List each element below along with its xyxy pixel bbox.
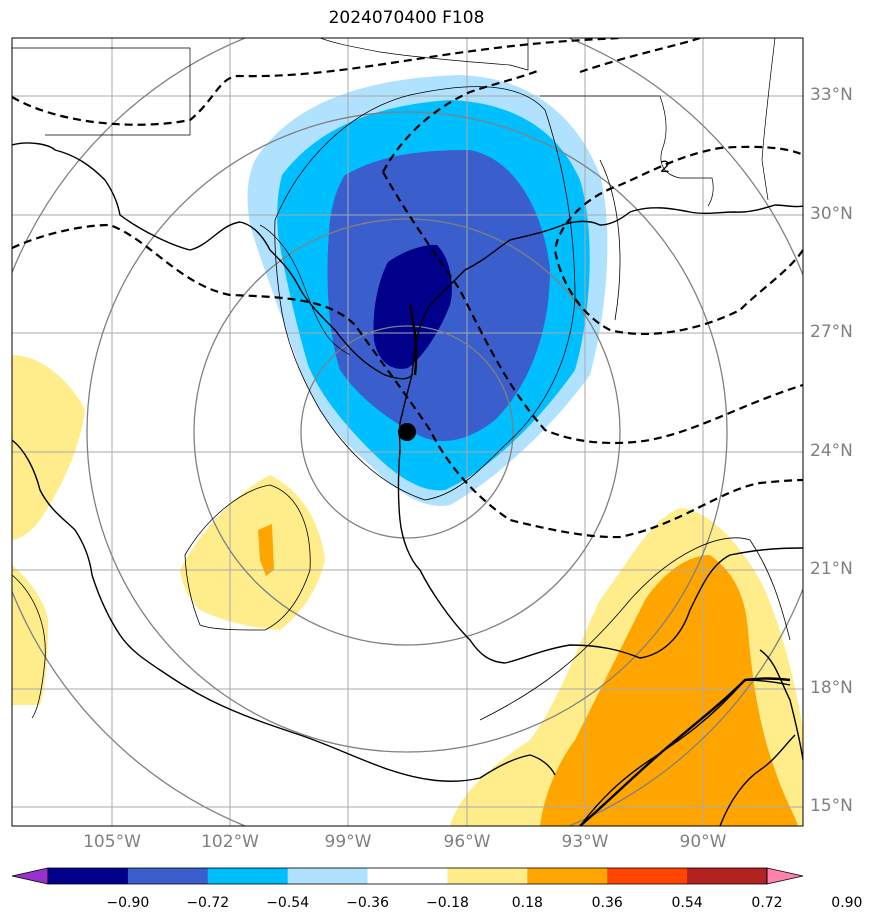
colorbar-extend-high — [766, 867, 804, 885]
colorbar-cell — [207, 868, 289, 884]
coastlines — [12, 142, 803, 826]
anomaly-band-light-yellow — [180, 475, 325, 630]
latitude-label: 15°N — [810, 796, 853, 816]
longitude-label: 90°W — [679, 832, 727, 852]
colorbar-tick-label: −0.18 — [425, 895, 469, 911]
positive-anomaly-shading — [12, 355, 803, 826]
longitude-label: 105°W — [83, 832, 141, 852]
colorbar-tick-label: −0.36 — [346, 895, 389, 911]
colorbar-tick-label: 0.18 — [511, 895, 543, 911]
colorbar-cell — [48, 868, 129, 884]
anomaly-band-navy — [373, 244, 452, 369]
latitude-label: 18°N — [810, 678, 853, 698]
colorbar-cell — [287, 868, 369, 884]
colorbar-extend-low — [11, 867, 49, 885]
colorbar-tick-label: 0.36 — [591, 895, 623, 911]
map-frame — [11, 37, 804, 827]
latitude-label: 21°N — [810, 559, 853, 579]
longitude-label: 102°W — [201, 832, 259, 852]
longitude-label: 99°W — [324, 832, 372, 852]
political-boundaries — [12, 38, 776, 356]
colorbar-tick-label: 0.90 — [831, 895, 863, 911]
longitude-label: 93°W — [561, 832, 609, 852]
colorbar-cell — [367, 868, 448, 884]
latitude-label: 24°N — [810, 441, 853, 461]
latitude-label: 30°N — [810, 204, 853, 224]
dashed-contours — [12, 38, 803, 539]
colorbar-tick-label: −0.72 — [186, 895, 230, 911]
colorbar-cell — [127, 868, 209, 884]
colorbar-tick-label: −0.54 — [266, 895, 310, 911]
anomaly-band-orange — [258, 524, 274, 576]
colorbar-outline — [47, 867, 768, 885]
anomaly-band-light-yellow — [12, 565, 48, 705]
anomaly-band-orange — [540, 555, 798, 826]
colorbar-tick-label: 0.72 — [751, 895, 783, 911]
range-rings — [12, 38, 803, 826]
storm-center-marker — [398, 423, 416, 441]
map-title: 2024070400 F108 — [328, 8, 485, 28]
colorbar-cell — [607, 868, 688, 884]
colorbar-tick-label: 0.54 — [671, 895, 703, 911]
colorbar-cell — [687, 868, 768, 884]
colorbar-cell — [527, 868, 608, 884]
anomaly-band-light-yellow — [12, 355, 85, 540]
colorbar — [11, 867, 804, 885]
colorbar-cell — [447, 868, 528, 884]
latitude-label: 33°N — [810, 85, 853, 105]
colorbar-tick-label: −0.90 — [106, 895, 150, 911]
latitude-label: 27°N — [810, 322, 853, 342]
thin-contours — [12, 86, 791, 721]
longitude-label: 96°W — [443, 832, 491, 852]
contour-label: 2 — [660, 157, 670, 176]
country-borders — [408, 304, 791, 826]
